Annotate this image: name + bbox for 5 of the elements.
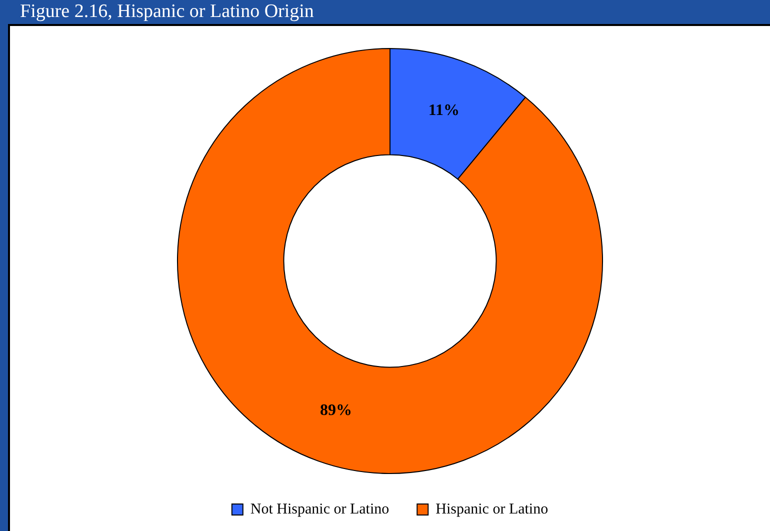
data-label: 89% xyxy=(320,402,352,420)
data-label: 11% xyxy=(428,102,460,120)
legend-label: Not Hispanic or Latino xyxy=(250,501,390,518)
legend-label: Hispanic or Latino xyxy=(436,501,548,518)
chart-title: Figure 2.16, Hispanic or Latino Origin xyxy=(19,0,315,24)
